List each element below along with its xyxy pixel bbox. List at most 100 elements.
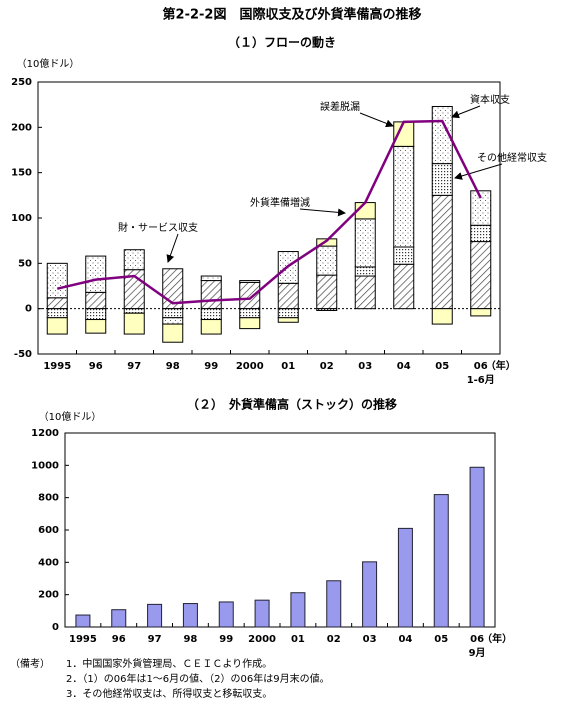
bar-segment <box>46 262 68 299</box>
bar-segment <box>470 190 492 226</box>
annotation-arrow <box>454 163 503 180</box>
bar-segment <box>431 308 453 325</box>
note: 3．その他経常収支は、所得収支と移転収支。 <box>66 687 272 700</box>
bar <box>362 561 378 628</box>
bar <box>397 527 413 628</box>
x-tick-label: 05 <box>435 361 449 372</box>
note: 1．中国国家外貨管理局、ＣＥＩＣより作成。 <box>66 657 272 670</box>
bar-segment <box>85 319 107 334</box>
x-tick-label: 03 <box>363 634 377 645</box>
note: 2．（1）の06年は1～6月の値、（2）の06年は9月末の値。 <box>66 672 330 685</box>
bar <box>147 603 163 628</box>
x-tick-label: 98 <box>166 361 180 372</box>
x-unit: （年） <box>482 632 512 645</box>
bar-segment <box>239 317 261 330</box>
x-tick-label: 06 <box>474 361 488 372</box>
bar-segment <box>354 266 376 277</box>
annotation: 資本収支 <box>470 93 510 106</box>
x-tick-label: 98 <box>183 634 197 645</box>
x-tick-label: 96 <box>112 634 126 645</box>
y-tick-label: 50 <box>18 258 32 269</box>
bar-segment <box>277 317 299 323</box>
y-tick-label: 400 <box>38 557 59 568</box>
annotation: その他経常収支 <box>477 151 547 164</box>
bar-segment <box>470 224 492 243</box>
bar-segment <box>85 255 107 293</box>
bar-segment <box>316 245 338 276</box>
annotation-arrow <box>451 105 481 119</box>
bar-segment <box>316 274 338 310</box>
x-tick-label: 02 <box>320 361 334 372</box>
bar-segment <box>470 241 492 310</box>
bar <box>290 592 306 628</box>
bar-segment <box>239 281 261 310</box>
x-tick-label: 99 <box>219 634 233 645</box>
bar-segment <box>393 246 415 265</box>
bar-segment <box>239 280 261 283</box>
bar-segment <box>277 308 299 319</box>
x-tick-label: 2000 <box>248 634 276 645</box>
annotation: 財・サービス収支 <box>118 221 198 234</box>
bar-segment <box>123 249 145 271</box>
bar-segment <box>354 275 376 310</box>
y-tick-label: 100 <box>11 213 32 224</box>
unit-label: （10億ドル） <box>39 410 102 423</box>
bar-segment <box>200 275 222 282</box>
line <box>56 119 482 305</box>
bar <box>326 580 342 628</box>
y-tick-label: -50 <box>14 349 32 360</box>
annotation: 誤差脱漏 <box>320 100 360 113</box>
x-tick-label: 01 <box>281 361 295 372</box>
bar <box>218 601 234 628</box>
x-tick-label: 04 <box>397 361 411 372</box>
bar-segment <box>85 291 107 310</box>
annotation: 外貨準備増減 <box>250 196 310 209</box>
bar-segment <box>393 145 415 248</box>
y-tick-label: 1200 <box>31 428 59 439</box>
bar <box>111 609 127 628</box>
bar-segment <box>470 308 492 317</box>
category-note: 1-6月 <box>467 374 495 386</box>
notes-label: （備考） <box>10 657 50 670</box>
annotation-arrow <box>359 112 394 128</box>
x-unit: （年） <box>486 359 516 372</box>
bar-segment <box>277 282 299 310</box>
x-tick-label: 96 <box>89 361 103 372</box>
y-tick-label: 250 <box>11 77 32 88</box>
bar <box>469 466 485 628</box>
bar-segment <box>123 308 145 314</box>
x-tick-label: 99 <box>204 361 218 372</box>
x-tick-label: 97 <box>127 361 141 372</box>
y-tick-label: 200 <box>11 122 32 133</box>
bar-segment <box>123 312 145 335</box>
x-tick-label: 02 <box>327 634 341 645</box>
bar-segment <box>200 319 222 335</box>
annotation-arrow <box>166 233 179 263</box>
subtitle: （１）フローの動き <box>228 35 336 50</box>
plot-frame <box>37 81 501 355</box>
x-tick-label: 97 <box>148 634 162 645</box>
bar-segment <box>316 238 338 247</box>
annotation-arrow <box>299 208 346 217</box>
category-note: 9月 <box>469 647 486 659</box>
x-tick-label: 03 <box>358 361 372 372</box>
x-tick-label: 01 <box>291 634 305 645</box>
bar <box>75 614 91 628</box>
bar-segment <box>393 263 415 310</box>
bar-segment <box>46 308 68 319</box>
x-tick-label: 2000 <box>236 361 264 372</box>
bar-segment <box>46 297 68 310</box>
bar-segment <box>431 163 453 196</box>
subtitle: （２） 外貨準備高（ストック）の推移 <box>187 397 397 412</box>
y-tick-label: 1000 <box>31 460 59 471</box>
bar <box>182 603 198 628</box>
plot-frame <box>64 432 496 628</box>
notes: （備考） 1．中国国家外貨管理局、ＣＥＩＣより作成。 2．（1）の06年は1～6月の… <box>10 657 330 700</box>
unit-label: （10億ドル） <box>17 57 80 70</box>
bar-segment <box>200 308 222 321</box>
bar <box>254 599 270 628</box>
bar-segment <box>200 280 222 310</box>
y-tick-label: 800 <box>38 493 59 504</box>
y-tick-label: 0 <box>25 304 32 315</box>
bar-segment <box>239 308 261 319</box>
